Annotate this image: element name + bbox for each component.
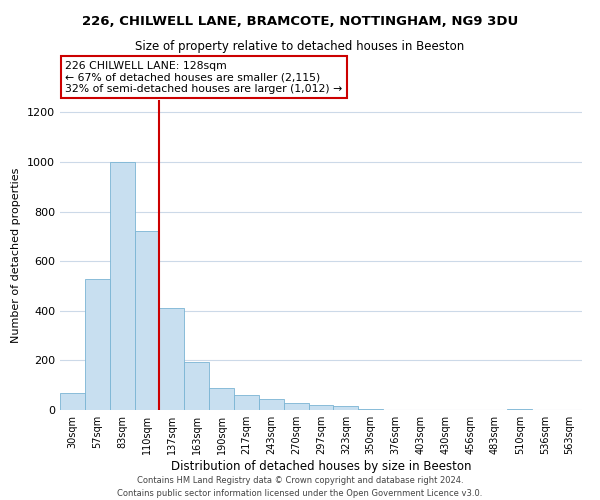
Bar [184,362,209,410]
Bar [110,162,134,410]
Bar [209,388,234,410]
Bar [259,400,284,410]
Bar [308,404,334,410]
Text: 226, CHILWELL LANE, BRAMCOTE, NOTTINGHAM, NG9 3DU: 226, CHILWELL LANE, BRAMCOTE, NOTTINGHAM… [82,15,518,28]
Text: 226 CHILWELL LANE: 128sqm
← 67% of detached houses are smaller (2,115)
32% of se: 226 CHILWELL LANE: 128sqm ← 67% of detac… [65,60,343,94]
Bar [358,409,383,410]
X-axis label: Distribution of detached houses by size in Beeston: Distribution of detached houses by size … [171,460,471,473]
Bar [284,402,308,410]
Bar [234,395,259,410]
Bar [85,278,110,410]
Text: Size of property relative to detached houses in Beeston: Size of property relative to detached ho… [136,40,464,53]
Bar [160,308,184,410]
Text: Contains HM Land Registry data © Crown copyright and database right 2024.
Contai: Contains HM Land Registry data © Crown c… [118,476,482,498]
Bar [134,232,160,410]
Y-axis label: Number of detached properties: Number of detached properties [11,168,22,342]
Bar [508,409,532,410]
Bar [334,406,358,410]
Bar [60,392,85,410]
